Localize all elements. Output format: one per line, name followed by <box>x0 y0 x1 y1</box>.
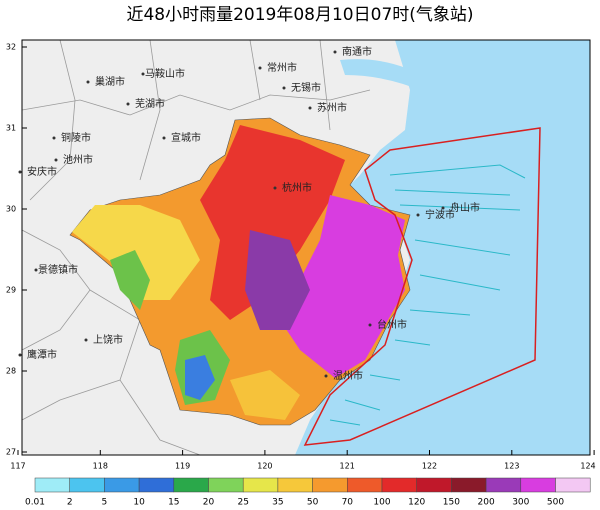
legend-label: 300 <box>512 498 529 508</box>
legend-label: 25 <box>237 498 248 508</box>
lon-label: 121 <box>340 462 355 471</box>
sea-area-outline <box>303 127 541 446</box>
legend-swatch <box>69 477 105 493</box>
legend-swatch <box>208 477 244 493</box>
sea-zone-lines <box>329 164 526 426</box>
place-label: 舟山市 <box>450 201 480 214</box>
legend-label: 200 <box>478 498 495 508</box>
place-label: 池州市 <box>63 153 93 166</box>
place-dot <box>54 158 58 162</box>
place-dot <box>308 106 312 110</box>
place-dot <box>34 268 38 272</box>
place-label: 上饶市 <box>93 333 123 346</box>
legend-swatch <box>381 477 417 493</box>
legend-swatch <box>104 477 140 493</box>
place-dot <box>86 80 90 84</box>
place-dot <box>52 136 56 140</box>
estuary <box>340 59 430 92</box>
place-dot <box>282 86 286 90</box>
place-dot <box>333 50 337 54</box>
place-label: 温州市 <box>333 369 363 382</box>
lon-label: 123 <box>504 462 519 471</box>
rain-blue <box>185 355 215 400</box>
legend-swatch <box>138 477 175 493</box>
title: 近48小时雨量2019年08月10日07时(气象站) <box>126 5 473 25</box>
rain-red <box>200 125 345 320</box>
legend-label: 15 <box>168 498 179 508</box>
lat-label: 32 <box>6 43 16 52</box>
place-dot <box>162 136 166 140</box>
place-label: 铜陵市 <box>61 131 91 144</box>
legend-label: 35 <box>272 498 283 508</box>
lat-label: 30 <box>6 205 16 214</box>
rain-purple <box>245 230 310 330</box>
place-dot <box>273 186 277 190</box>
legend-swatch <box>277 477 313 493</box>
legend-swatch <box>520 477 556 493</box>
legend-label: 0.01 <box>25 498 45 508</box>
legend-swatch <box>34 477 70 493</box>
place-label: 宣城市 <box>171 131 201 144</box>
legend-swatch <box>555 477 591 493</box>
place-label: 常州市 <box>267 61 297 74</box>
place-label: 苏州市 <box>317 101 347 114</box>
legend-swatch <box>485 477 522 493</box>
lat-label: 27 <box>6 448 16 457</box>
legend-label: 2 <box>67 498 73 508</box>
place-label: 无锡市 <box>291 81 321 94</box>
legend-label: 100 <box>373 498 390 508</box>
lon-label: 120 <box>257 462 272 471</box>
lon-label: 118 <box>93 462 108 471</box>
legend-label: 120 <box>408 498 425 508</box>
place-label: 景德镇市 <box>38 263 78 276</box>
legend-label: 20 <box>203 498 215 508</box>
lon-label: 119 <box>175 462 190 471</box>
place-dot <box>141 72 145 76</box>
place-label: 杭州市 <box>282 181 312 194</box>
place-label: 台州市 <box>377 318 407 331</box>
place-label: 芜湖市 <box>135 97 165 110</box>
legend-label: 150 <box>443 498 460 508</box>
legend-label: 5 <box>102 498 108 508</box>
place-dot <box>441 206 445 210</box>
place-label: 马鞍山市 <box>145 67 185 80</box>
place-dot <box>84 338 88 342</box>
legend-label: 10 <box>133 498 145 508</box>
place-label: 鹰潭市 <box>27 348 57 361</box>
place-dot <box>258 66 262 70</box>
place-dot <box>324 374 328 378</box>
lat-label: 31 <box>6 124 16 133</box>
lat-label: 28 <box>6 367 16 376</box>
legend-swatch <box>242 477 279 493</box>
place-dot <box>368 323 372 327</box>
legend-swatch <box>347 477 383 493</box>
place-dot <box>416 213 420 217</box>
lon-label: 124 <box>580 462 595 471</box>
lon-label: 122 <box>422 462 437 471</box>
boundaries <box>22 40 371 455</box>
legend-swatch <box>416 477 452 493</box>
legend-swatch <box>312 477 348 493</box>
place-label: 南通市 <box>342 45 372 58</box>
place-label: 巢湖市 <box>95 75 125 88</box>
legend-swatch <box>451 477 487 493</box>
legend-label: 70 <box>342 498 354 508</box>
lon-label: 117 <box>10 462 25 471</box>
place-label: 安庆市 <box>27 165 57 178</box>
map-area <box>22 40 590 455</box>
place-label: 宁波市 <box>425 208 455 221</box>
place-dot <box>18 353 22 357</box>
map-frame <box>21 39 591 456</box>
legend-label: 50 <box>307 498 319 508</box>
legend-label: 500 <box>547 498 564 508</box>
legend-swatch <box>173 477 209 493</box>
place-dot <box>126 102 130 106</box>
place-dot <box>18 170 22 174</box>
rain-yellow-south <box>230 370 300 420</box>
lat-label: 29 <box>6 286 16 295</box>
rain-magenta <box>280 195 405 378</box>
